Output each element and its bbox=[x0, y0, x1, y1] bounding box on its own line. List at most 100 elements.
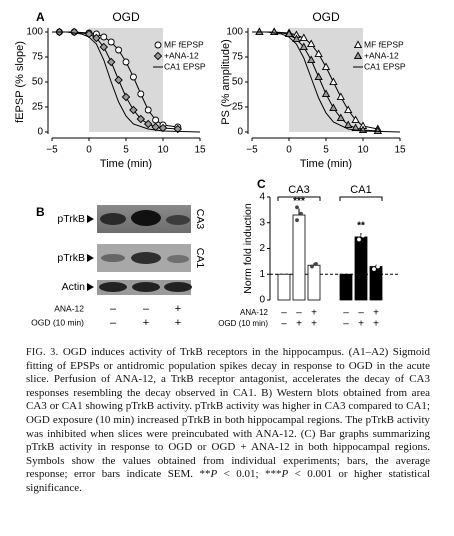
marker bbox=[129, 105, 138, 115]
marker bbox=[329, 77, 338, 86]
marker bbox=[336, 92, 345, 101]
group-label: CA1 bbox=[350, 184, 371, 196]
x-tick-label: 15 bbox=[394, 145, 406, 156]
x-tick-label: −5 bbox=[46, 145, 58, 156]
treatment-label: ANA-12 bbox=[240, 308, 269, 317]
marker bbox=[307, 55, 316, 64]
marker bbox=[121, 92, 131, 102]
series-line bbox=[252, 31, 401, 133]
marker bbox=[144, 106, 152, 114]
caption-text: < 0.01; *** bbox=[217, 468, 282, 481]
treatment-label: OGD (10 min) bbox=[31, 317, 84, 327]
legend-label: CA1 EPSP bbox=[364, 61, 406, 71]
blot-arrow bbox=[87, 215, 94, 223]
y-axis-label: Norm fold induction bbox=[242, 203, 254, 294]
blot-row-label: pTrkB bbox=[57, 252, 85, 264]
bar bbox=[369, 266, 383, 301]
caption: FIG. 3. OGD induces activity of TrkB rec… bbox=[26, 346, 430, 496]
treatment-sign: + bbox=[358, 319, 364, 330]
x-tick-label: −5 bbox=[246, 145, 258, 156]
x-axis-label: Time (min) bbox=[100, 158, 152, 170]
bar bbox=[292, 214, 306, 301]
treatment-sign: – bbox=[343, 308, 349, 319]
marker bbox=[321, 89, 331, 98]
series-line bbox=[52, 31, 201, 133]
legend-label: CA1 EPSP bbox=[164, 61, 206, 71]
marker bbox=[122, 58, 130, 66]
y-tick-label: 2 bbox=[259, 243, 265, 254]
y-tick-label: 3 bbox=[259, 217, 265, 228]
treatment-label: OGD (10 min) bbox=[218, 319, 268, 328]
marker bbox=[314, 72, 323, 81]
marker bbox=[307, 39, 316, 48]
caption-text: < 0.001 or higher statistical significan… bbox=[26, 468, 431, 494]
caption-text: OGD induces activity of TrkB receptors i… bbox=[26, 346, 430, 481]
marker bbox=[136, 114, 146, 124]
marker bbox=[99, 42, 109, 52]
y-tick-label: 25 bbox=[232, 102, 244, 113]
marker bbox=[299, 33, 308, 42]
marker bbox=[373, 126, 382, 135]
chart-title: OGD bbox=[312, 10, 340, 24]
significance: *** bbox=[293, 196, 305, 207]
data-point bbox=[295, 218, 299, 223]
y-axis-label: fEPSP (% slope) bbox=[14, 41, 26, 123]
treatment-sign: + bbox=[175, 317, 181, 329]
marker bbox=[158, 123, 168, 133]
shaded-region bbox=[289, 28, 363, 132]
x-tick-label: 0 bbox=[86, 145, 92, 156]
marker bbox=[151, 122, 160, 132]
caption-label: FIG. 3. bbox=[26, 347, 59, 358]
treatment-sign: – bbox=[143, 303, 150, 315]
x-tick-label: 10 bbox=[357, 145, 369, 156]
y-tick-label: 0 bbox=[37, 127, 43, 138]
treatment-sign: + bbox=[373, 319, 379, 330]
marker bbox=[114, 75, 123, 85]
marker bbox=[143, 119, 153, 129]
x-tick-label: 5 bbox=[123, 145, 129, 156]
y-tick-label: 4 bbox=[259, 192, 265, 203]
bar bbox=[307, 264, 321, 301]
y-tick-label: 100 bbox=[26, 27, 43, 38]
marker bbox=[173, 124, 183, 134]
bar bbox=[277, 273, 291, 301]
y-tick-label: 50 bbox=[232, 77, 244, 88]
y-tick-label: 1 bbox=[259, 269, 265, 280]
treatment-sign: + bbox=[175, 303, 181, 315]
bar bbox=[339, 273, 353, 301]
marker bbox=[299, 42, 308, 51]
treatment-sign: – bbox=[281, 308, 287, 319]
legend-label: +ANA-12 bbox=[164, 50, 199, 60]
data-point bbox=[361, 233, 365, 238]
y-tick-label: 75 bbox=[32, 52, 44, 63]
treatment-sign: – bbox=[110, 303, 117, 315]
marker bbox=[100, 33, 108, 41]
legend-marker bbox=[153, 51, 163, 61]
x-tick-label: 5 bbox=[323, 145, 329, 156]
legend-marker bbox=[154, 41, 162, 49]
marker bbox=[69, 27, 79, 37]
marker bbox=[336, 113, 345, 122]
treatment-sign: – bbox=[296, 308, 302, 319]
treatment-sign: + bbox=[373, 308, 379, 319]
panel-label: C bbox=[257, 177, 266, 191]
treatment-sign: – bbox=[343, 319, 349, 330]
treatment-sign: + bbox=[296, 319, 302, 330]
chart-title: OGD bbox=[112, 10, 140, 24]
treatment-sign: + bbox=[311, 319, 317, 330]
marker bbox=[329, 103, 338, 112]
marker bbox=[137, 90, 145, 98]
data-point bbox=[372, 262, 376, 266]
blot-image bbox=[97, 205, 192, 295]
treatment-sign: – bbox=[110, 317, 117, 329]
y-axis-label: PS (% amplitude) bbox=[220, 39, 232, 125]
data-point bbox=[295, 205, 299, 210]
treatment-sign: + bbox=[311, 308, 317, 319]
legend-label: MF fEPSP bbox=[364, 39, 404, 49]
y-tick-label: 100 bbox=[226, 27, 243, 38]
caption-text: P bbox=[281, 468, 289, 481]
blot-arrow bbox=[87, 254, 94, 262]
legend-label: MF fEPSP bbox=[164, 39, 204, 49]
